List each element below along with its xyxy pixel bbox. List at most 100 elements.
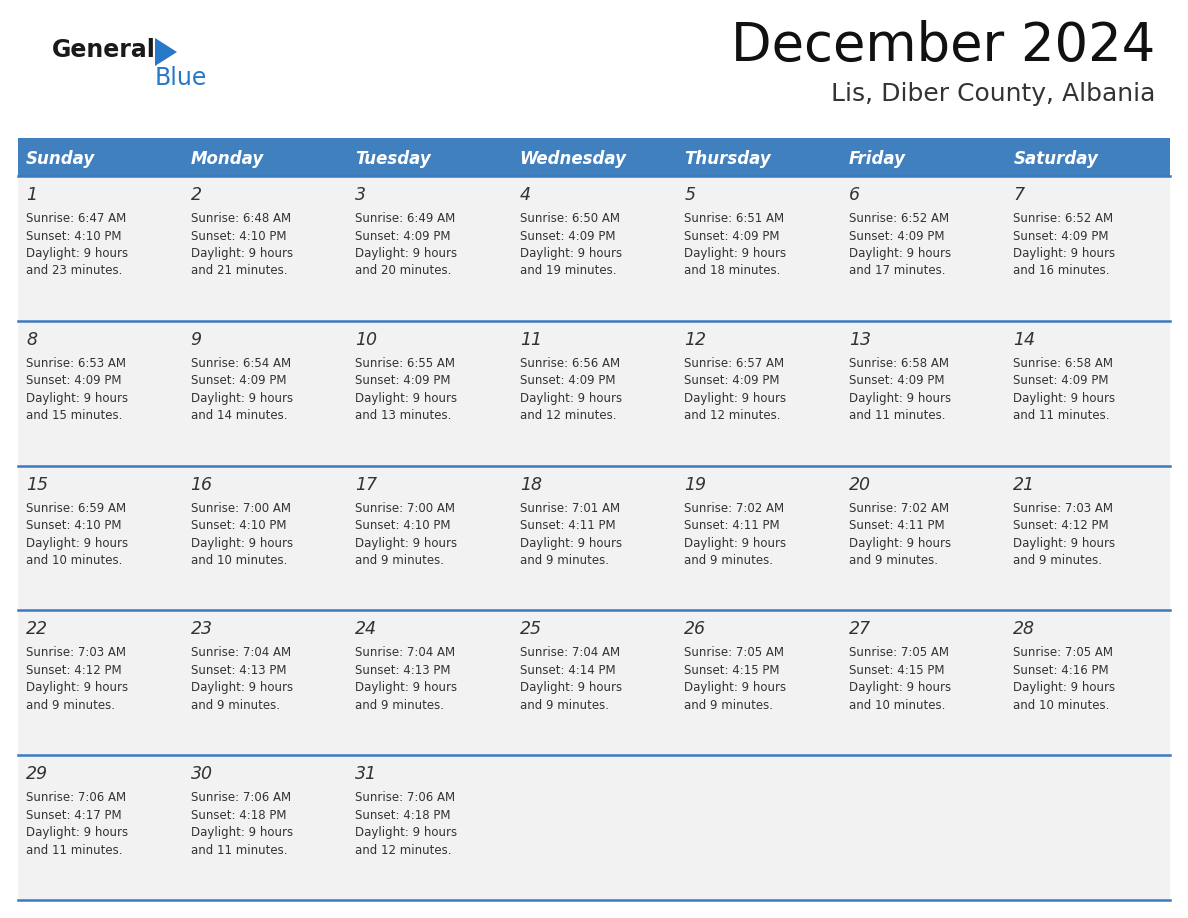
Text: 20: 20 bbox=[849, 476, 871, 494]
Text: Thursday: Thursday bbox=[684, 150, 771, 168]
Text: Sunset: 4:09 PM: Sunset: 4:09 PM bbox=[1013, 375, 1108, 387]
Text: 16: 16 bbox=[190, 476, 213, 494]
Text: and 10 minutes.: and 10 minutes. bbox=[26, 554, 122, 567]
Text: Sunrise: 7:06 AM: Sunrise: 7:06 AM bbox=[355, 791, 455, 804]
Bar bbox=[18, 176, 1170, 320]
Text: 7: 7 bbox=[1013, 186, 1024, 204]
Text: Sunrise: 7:02 AM: Sunrise: 7:02 AM bbox=[849, 501, 949, 515]
Text: Sunrise: 6:56 AM: Sunrise: 6:56 AM bbox=[519, 357, 620, 370]
Text: Sunset: 4:10 PM: Sunset: 4:10 PM bbox=[26, 230, 121, 242]
Text: Sunrise: 7:02 AM: Sunrise: 7:02 AM bbox=[684, 501, 784, 515]
Text: 6: 6 bbox=[849, 186, 860, 204]
Text: Sunset: 4:13 PM: Sunset: 4:13 PM bbox=[190, 664, 286, 677]
Text: Sunset: 4:09 PM: Sunset: 4:09 PM bbox=[1013, 230, 1108, 242]
Text: Daylight: 9 hours: Daylight: 9 hours bbox=[26, 681, 128, 694]
Text: General: General bbox=[52, 38, 156, 62]
Text: 19: 19 bbox=[684, 476, 707, 494]
Text: and 9 minutes.: and 9 minutes. bbox=[26, 699, 115, 711]
Text: Sunrise: 6:54 AM: Sunrise: 6:54 AM bbox=[190, 357, 291, 370]
Text: Daylight: 9 hours: Daylight: 9 hours bbox=[355, 826, 457, 839]
Text: Daylight: 9 hours: Daylight: 9 hours bbox=[26, 247, 128, 260]
Text: and 9 minutes.: and 9 minutes. bbox=[190, 699, 279, 711]
Text: Daylight: 9 hours: Daylight: 9 hours bbox=[684, 681, 786, 694]
Text: Sunset: 4:12 PM: Sunset: 4:12 PM bbox=[26, 664, 121, 677]
Text: 11: 11 bbox=[519, 330, 542, 349]
Text: 5: 5 bbox=[684, 186, 695, 204]
Text: Daylight: 9 hours: Daylight: 9 hours bbox=[26, 826, 128, 839]
Text: Sunrise: 7:04 AM: Sunrise: 7:04 AM bbox=[519, 646, 620, 659]
Text: Sunset: 4:12 PM: Sunset: 4:12 PM bbox=[1013, 519, 1110, 532]
Text: and 9 minutes.: and 9 minutes. bbox=[1013, 554, 1102, 567]
Text: and 10 minutes.: and 10 minutes. bbox=[849, 699, 946, 711]
Text: Sunset: 4:18 PM: Sunset: 4:18 PM bbox=[190, 809, 286, 822]
Text: and 23 minutes.: and 23 minutes. bbox=[26, 264, 122, 277]
Text: Daylight: 9 hours: Daylight: 9 hours bbox=[1013, 537, 1116, 550]
Text: December 2024: December 2024 bbox=[731, 20, 1155, 72]
Text: Daylight: 9 hours: Daylight: 9 hours bbox=[190, 247, 292, 260]
Text: 2: 2 bbox=[190, 186, 202, 204]
Text: Sunrise: 6:58 AM: Sunrise: 6:58 AM bbox=[849, 357, 949, 370]
Text: Friday: Friday bbox=[849, 150, 906, 168]
Text: Daylight: 9 hours: Daylight: 9 hours bbox=[684, 247, 786, 260]
Text: Sunset: 4:14 PM: Sunset: 4:14 PM bbox=[519, 664, 615, 677]
Text: and 9 minutes.: and 9 minutes. bbox=[355, 554, 444, 567]
Text: Sunset: 4:09 PM: Sunset: 4:09 PM bbox=[849, 375, 944, 387]
Text: Daylight: 9 hours: Daylight: 9 hours bbox=[355, 681, 457, 694]
Text: Lis, Diber County, Albania: Lis, Diber County, Albania bbox=[830, 82, 1155, 106]
Text: Sunrise: 7:00 AM: Sunrise: 7:00 AM bbox=[190, 501, 291, 515]
Text: Sunset: 4:10 PM: Sunset: 4:10 PM bbox=[355, 519, 450, 532]
Text: Tuesday: Tuesday bbox=[355, 150, 431, 168]
Text: Sunrise: 7:05 AM: Sunrise: 7:05 AM bbox=[684, 646, 784, 659]
Text: Sunset: 4:10 PM: Sunset: 4:10 PM bbox=[190, 519, 286, 532]
Text: and 10 minutes.: and 10 minutes. bbox=[1013, 699, 1110, 711]
Text: and 9 minutes.: and 9 minutes. bbox=[684, 699, 773, 711]
Text: Sunday: Sunday bbox=[26, 150, 95, 168]
Bar bbox=[18, 465, 1170, 610]
Text: Sunset: 4:16 PM: Sunset: 4:16 PM bbox=[1013, 664, 1110, 677]
Text: 8: 8 bbox=[26, 330, 37, 349]
Text: and 9 minutes.: and 9 minutes. bbox=[684, 554, 773, 567]
Text: Daylight: 9 hours: Daylight: 9 hours bbox=[519, 681, 621, 694]
Text: Sunset: 4:09 PM: Sunset: 4:09 PM bbox=[519, 375, 615, 387]
Text: Wednesday: Wednesday bbox=[519, 150, 627, 168]
Text: Sunrise: 7:04 AM: Sunrise: 7:04 AM bbox=[190, 646, 291, 659]
Text: Sunrise: 6:52 AM: Sunrise: 6:52 AM bbox=[849, 212, 949, 225]
Text: Sunset: 4:11 PM: Sunset: 4:11 PM bbox=[519, 519, 615, 532]
Bar bbox=[18, 610, 1170, 756]
Text: and 9 minutes.: and 9 minutes. bbox=[849, 554, 937, 567]
Text: 15: 15 bbox=[26, 476, 48, 494]
Text: 29: 29 bbox=[26, 766, 48, 783]
Text: Daylight: 9 hours: Daylight: 9 hours bbox=[849, 247, 950, 260]
Text: Sunrise: 6:52 AM: Sunrise: 6:52 AM bbox=[1013, 212, 1113, 225]
Text: Sunrise: 7:05 AM: Sunrise: 7:05 AM bbox=[1013, 646, 1113, 659]
Text: Daylight: 9 hours: Daylight: 9 hours bbox=[190, 826, 292, 839]
Text: Monday: Monday bbox=[190, 150, 264, 168]
Text: and 16 minutes.: and 16 minutes. bbox=[1013, 264, 1110, 277]
Text: 10: 10 bbox=[355, 330, 377, 349]
Text: Sunrise: 6:47 AM: Sunrise: 6:47 AM bbox=[26, 212, 126, 225]
Text: 4: 4 bbox=[519, 186, 531, 204]
Text: Sunset: 4:09 PM: Sunset: 4:09 PM bbox=[26, 375, 121, 387]
Text: and 12 minutes.: and 12 minutes. bbox=[355, 844, 451, 856]
Text: Sunset: 4:09 PM: Sunset: 4:09 PM bbox=[684, 230, 779, 242]
Text: Daylight: 9 hours: Daylight: 9 hours bbox=[190, 681, 292, 694]
Text: Sunset: 4:09 PM: Sunset: 4:09 PM bbox=[190, 375, 286, 387]
Text: Daylight: 9 hours: Daylight: 9 hours bbox=[1013, 247, 1116, 260]
Text: Sunrise: 7:06 AM: Sunrise: 7:06 AM bbox=[190, 791, 291, 804]
Text: Sunset: 4:13 PM: Sunset: 4:13 PM bbox=[355, 664, 450, 677]
Text: Daylight: 9 hours: Daylight: 9 hours bbox=[1013, 392, 1116, 405]
Text: Sunset: 4:09 PM: Sunset: 4:09 PM bbox=[355, 375, 450, 387]
Text: Daylight: 9 hours: Daylight: 9 hours bbox=[1013, 681, 1116, 694]
Text: and 11 minutes.: and 11 minutes. bbox=[849, 409, 946, 422]
Text: and 11 minutes.: and 11 minutes. bbox=[1013, 409, 1110, 422]
Text: Daylight: 9 hours: Daylight: 9 hours bbox=[26, 392, 128, 405]
Text: Daylight: 9 hours: Daylight: 9 hours bbox=[684, 392, 786, 405]
Text: 17: 17 bbox=[355, 476, 377, 494]
Text: 26: 26 bbox=[684, 621, 707, 638]
Text: Sunrise: 7:03 AM: Sunrise: 7:03 AM bbox=[1013, 501, 1113, 515]
Text: Sunrise: 6:59 AM: Sunrise: 6:59 AM bbox=[26, 501, 126, 515]
Text: Sunrise: 7:04 AM: Sunrise: 7:04 AM bbox=[355, 646, 455, 659]
Text: 13: 13 bbox=[849, 330, 871, 349]
Text: Sunrise: 6:53 AM: Sunrise: 6:53 AM bbox=[26, 357, 126, 370]
Text: and 9 minutes.: and 9 minutes. bbox=[519, 699, 608, 711]
